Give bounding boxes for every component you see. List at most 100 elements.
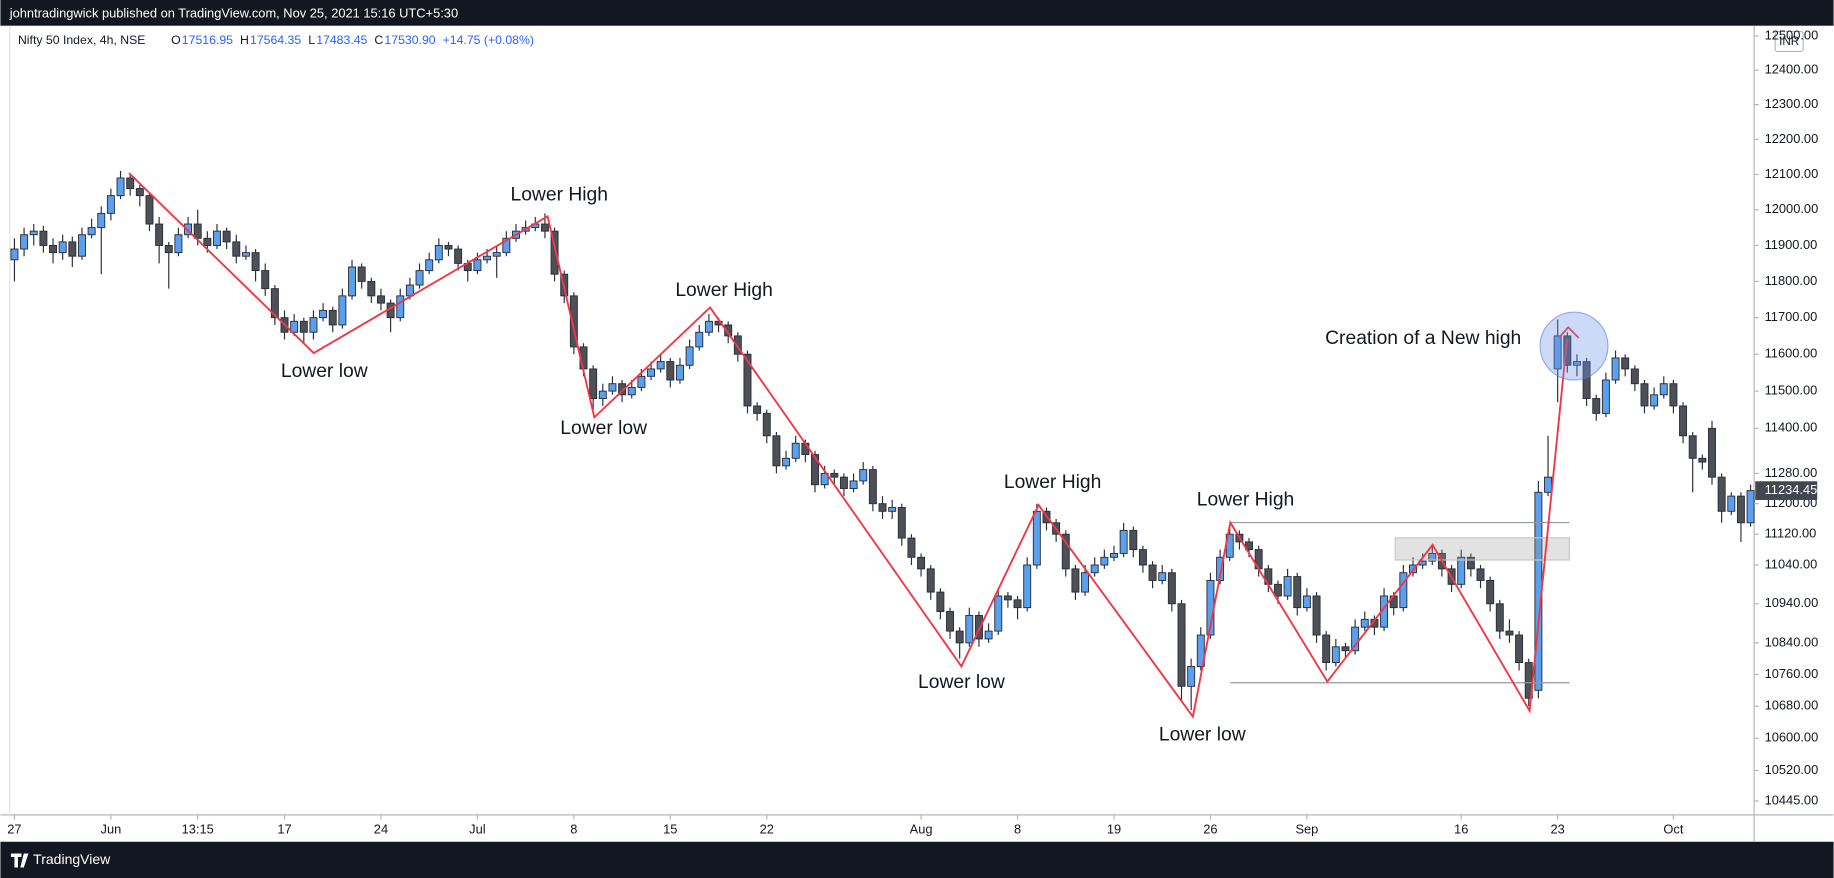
candle-body [656, 361, 665, 370]
candles [10, 170, 1755, 711]
candle-body [1669, 383, 1678, 407]
candle-body [647, 368, 656, 377]
candle-body [936, 591, 945, 613]
candle-body [1708, 427, 1716, 478]
candle-body [290, 320, 299, 333]
annotation: Lower low [1159, 724, 1246, 745]
candle-body [859, 469, 868, 482]
candle-body [1148, 564, 1157, 581]
candle-body [1466, 556, 1475, 570]
legend: Nifty 50 Index, 4h, NSE O 17516.95 H 17564.… [18, 33, 534, 47]
candle-body [811, 454, 819, 486]
x-tick-label: 8 [1014, 821, 1021, 836]
last-price-box [1755, 481, 1818, 500]
candle-body [241, 252, 250, 257]
candle-body [473, 259, 482, 272]
candle-body [1746, 490, 1755, 524]
x-tick-label: 26 [1203, 821, 1217, 836]
candle-body [685, 346, 694, 366]
y-tick-label: 11120.00 [1765, 526, 1817, 541]
legend-value: 17483.45 [316, 33, 367, 47]
candle-body [164, 244, 173, 254]
arrow [1558, 325, 1580, 339]
candle-body [608, 383, 617, 392]
candle-body [1167, 572, 1176, 605]
candle-body [203, 237, 212, 246]
y-tick-label: 10445.00 [1765, 792, 1819, 807]
candle-body [1100, 556, 1109, 566]
candle-body [666, 361, 675, 381]
candle-body [1553, 335, 1562, 370]
x-tick-label: Jul [469, 821, 485, 836]
candle-body [1601, 379, 1610, 414]
y-tick-label: 12300.00 [1765, 96, 1819, 111]
candle-body [1505, 630, 1514, 636]
candle-body [68, 241, 77, 257]
candle-body [1659, 383, 1668, 396]
candle-body [1717, 476, 1726, 512]
candle-body [839, 476, 848, 489]
candle-body [1071, 568, 1080, 593]
y-tick-label: 11900.00 [1765, 237, 1818, 252]
candle-body [753, 405, 762, 414]
x-tick-label: 22 [760, 821, 774, 836]
candle-body [434, 244, 443, 261]
candle-body [955, 630, 964, 644]
candle-body [135, 188, 144, 197]
annotation: Lower low [918, 672, 1005, 693]
last-price-label: 11234.45 [1765, 482, 1818, 497]
candle-body [984, 630, 993, 640]
candle-body [849, 480, 858, 489]
candle-body [550, 230, 559, 275]
candle-body [1138, 549, 1147, 566]
candle-body [396, 295, 405, 319]
x-tick-label: Oct [1663, 821, 1683, 836]
candle-body [77, 234, 86, 257]
candle-body [782, 457, 791, 467]
candle-body [1544, 476, 1553, 493]
candle-body [1322, 634, 1331, 664]
candle-body [965, 614, 974, 644]
candle-body [174, 234, 183, 254]
candle-body [126, 177, 135, 190]
x-tick-label: 13:15 [182, 821, 214, 836]
candle-body [1572, 361, 1581, 366]
candle-body [49, 244, 58, 254]
candle-body [1023, 564, 1032, 609]
annotation: Lower High [510, 184, 608, 205]
candle-body [888, 507, 897, 512]
candle-body [1650, 394, 1659, 407]
candle-body [155, 223, 164, 246]
tv-logo [10, 853, 29, 868]
candle-body [627, 386, 636, 396]
x-tick-label: 15 [663, 821, 677, 836]
candle-body [222, 230, 231, 243]
candle-body [897, 507, 906, 539]
y-tick-label: 10940.00 [1765, 595, 1819, 610]
candle-body [1495, 603, 1504, 632]
y-tick-label: 11500.00 [1765, 382, 1818, 397]
y-tick-label: 10840.00 [1765, 634, 1819, 649]
candle-body [328, 309, 337, 326]
candle-body [106, 195, 115, 214]
candle-body [145, 195, 154, 225]
y-tick-label: 10680.00 [1765, 698, 1819, 713]
candle-body [1273, 583, 1282, 597]
candle-body [270, 288, 279, 319]
annotation: Lower low [560, 418, 647, 439]
currency[interactable]: INR [1779, 35, 1799, 48]
candle-body [1293, 576, 1302, 609]
candle-body [1187, 666, 1196, 687]
y-tick-label: 11800.00 [1765, 273, 1818, 288]
candle-body [1476, 568, 1485, 581]
candle-body [425, 259, 434, 272]
x-tick-label: 23 [1551, 821, 1565, 836]
x-tick-label: Aug [910, 821, 933, 836]
candle-body [338, 295, 347, 326]
currency-badge[interactable] [1774, 30, 1804, 53]
header-text: johntradingwick published on TradingView… [9, 5, 458, 20]
header-bar [0, 0, 1834, 26]
candle-body [405, 284, 414, 297]
candle-body [791, 442, 800, 459]
